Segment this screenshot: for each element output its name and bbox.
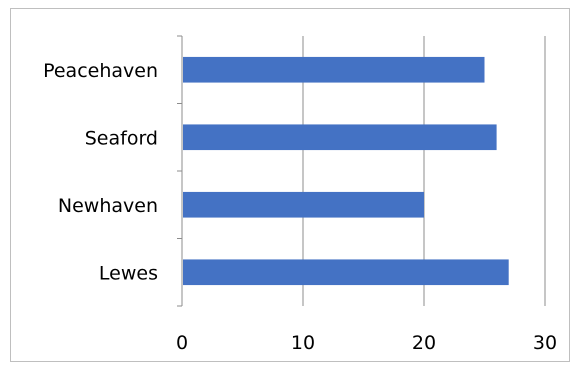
axes xyxy=(177,35,183,307)
x-tick-label: 30 xyxy=(533,332,557,354)
x-tick-label: 0 xyxy=(176,332,188,354)
category-label: Peacehaven xyxy=(43,60,158,82)
category-label: Newhaven xyxy=(58,195,158,217)
bar-seaford xyxy=(183,124,497,151)
labels: 0 10 20 30 Peacehaven Seaford Newhaven Lewes xyxy=(43,60,557,354)
x-tick-label: 20 xyxy=(412,332,436,354)
bar-lewes xyxy=(183,259,509,286)
category-label: Lewes xyxy=(99,262,158,284)
bar-newhaven xyxy=(183,191,424,218)
bar-peacehaven xyxy=(183,56,485,83)
x-tick-label: 10 xyxy=(291,332,315,354)
category-label: Seaford xyxy=(85,127,158,149)
bars xyxy=(183,56,509,286)
